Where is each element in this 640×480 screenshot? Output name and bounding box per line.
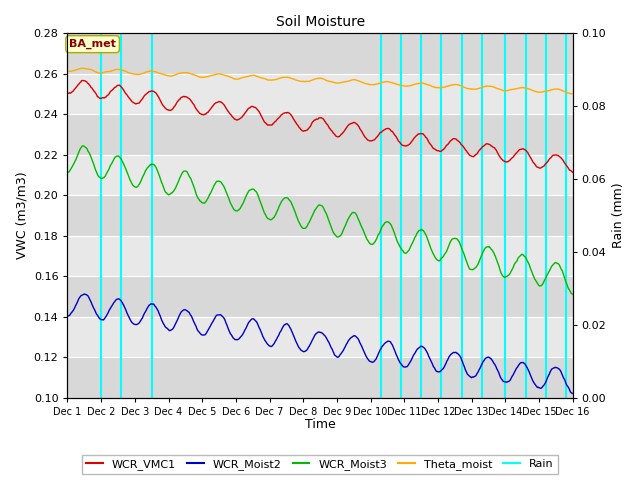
Theta_moist — [382, 79, 390, 84]
Line: WCR_Moist3: WCR_Moist3 — [67, 146, 573, 294]
WCR_Moist3 — [397, 245, 404, 251]
WCR_Moist2 — [397, 360, 404, 366]
WCR_VMC1 — [125, 95, 133, 101]
WCR_VMC1 — [382, 126, 390, 132]
Bar — [67, 195, 573, 236]
Bar — [67, 114, 573, 155]
Bar — [67, 236, 573, 276]
Bar — [67, 155, 573, 195]
Theta_moist — [177, 70, 184, 76]
WCR_Moist3 — [204, 196, 211, 202]
X-axis label: Time: Time — [305, 419, 335, 432]
WCR_Moist3 — [382, 219, 390, 225]
WCR_Moist2 — [73, 301, 81, 307]
WCR_VMC1 — [177, 96, 184, 101]
Theta_moist — [63, 69, 71, 74]
Line: WCR_VMC1: WCR_VMC1 — [67, 81, 573, 172]
Title: Soil Moisture: Soil Moisture — [275, 15, 365, 29]
Bar — [67, 317, 573, 358]
WCR_Moist3 — [125, 175, 133, 181]
WCR_Moist2 — [125, 315, 133, 321]
Y-axis label: Rain (mm): Rain (mm) — [612, 183, 625, 248]
Bar — [67, 73, 573, 114]
Bar — [67, 33, 573, 73]
WCR_Moist2 — [63, 313, 71, 319]
Line: Theta_moist: Theta_moist — [67, 68, 573, 94]
Theta_moist — [569, 91, 577, 96]
WCR_Moist3 — [73, 155, 81, 160]
WCR_Moist3 — [177, 174, 184, 180]
WCR_Moist2 — [569, 391, 577, 396]
Theta_moist — [73, 67, 81, 72]
WCR_Moist3 — [79, 143, 87, 149]
Theta_moist — [125, 70, 133, 76]
WCR_Moist2 — [382, 339, 390, 345]
WCR_VMC1 — [78, 78, 86, 84]
Y-axis label: VWC (m3/m3): VWC (m3/m3) — [15, 172, 28, 259]
WCR_Moist3 — [569, 291, 577, 297]
Theta_moist — [79, 65, 87, 71]
Theta_moist — [204, 74, 211, 80]
WCR_VMC1 — [569, 169, 577, 175]
WCR_VMC1 — [397, 141, 404, 146]
WCR_Moist3 — [63, 169, 71, 175]
Theta_moist — [568, 91, 576, 96]
WCR_Moist2 — [204, 328, 211, 334]
Text: BA_met: BA_met — [69, 39, 116, 49]
Line: WCR_Moist2: WCR_Moist2 — [67, 294, 573, 394]
WCR_Moist2 — [81, 291, 88, 297]
Bar — [67, 276, 573, 317]
WCR_VMC1 — [63, 90, 71, 96]
WCR_VMC1 — [73, 84, 81, 90]
WCR_VMC1 — [204, 109, 211, 115]
WCR_Moist2 — [177, 310, 184, 316]
Bar — [67, 358, 573, 398]
Theta_moist — [397, 83, 404, 88]
Legend: WCR_VMC1, WCR_Moist2, WCR_Moist3, Theta_moist, Rain: WCR_VMC1, WCR_Moist2, WCR_Moist3, Theta_… — [82, 455, 558, 474]
